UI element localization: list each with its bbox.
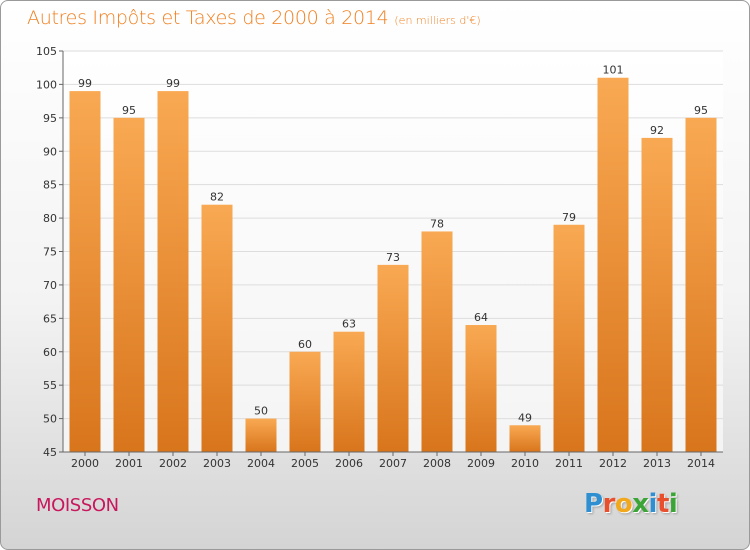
bar-value-label: 95 bbox=[122, 104, 136, 117]
chart-unit: (en milliers d'€) bbox=[394, 14, 481, 27]
bar-value-label: 50 bbox=[254, 405, 268, 418]
bar bbox=[553, 224, 585, 452]
bar-value-label: 49 bbox=[518, 411, 532, 424]
bar bbox=[465, 325, 497, 452]
bar bbox=[421, 231, 453, 452]
y-tick-label: 105 bbox=[36, 45, 57, 58]
x-tick-label: 2003 bbox=[203, 457, 231, 470]
logo-letter: o bbox=[614, 489, 633, 519]
bar bbox=[641, 137, 673, 452]
logo-letter: r bbox=[602, 489, 616, 519]
y-tick-label: 100 bbox=[36, 78, 57, 91]
x-tick-label: 2000 bbox=[71, 457, 99, 470]
x-tick-label: 2010 bbox=[511, 457, 539, 470]
y-tick-label: 65 bbox=[43, 312, 57, 325]
bar-value-label: 99 bbox=[78, 77, 92, 90]
bars: 99 95 99 82 50 60 63 73 78 64 49 79 101 92 95 bbox=[69, 64, 717, 452]
logo-letter: i bbox=[648, 489, 658, 519]
y-tick-label: 70 bbox=[43, 279, 57, 292]
y-tick-label: 95 bbox=[43, 112, 57, 125]
bar bbox=[157, 91, 189, 452]
bar bbox=[113, 117, 145, 452]
x-tick-label: 2002 bbox=[159, 457, 187, 470]
chart-title: Autres Impôts et Taxes de 2000 à 2014 (en… bbox=[27, 7, 481, 29]
bar bbox=[333, 331, 365, 452]
axes: 45 50 55 60 65 70 75 80 85 90 95 100 105 2000 2001 2002… bbox=[36, 45, 723, 470]
logo-letter: t bbox=[656, 489, 669, 519]
chart-title-text: Autres Impôts et Taxes de 2000 à 2014 bbox=[27, 7, 389, 29]
x-tick-label: 2005 bbox=[291, 457, 319, 470]
logo-letter: x bbox=[632, 489, 649, 519]
x-tick-label: 2013 bbox=[643, 457, 671, 470]
x-tick-label: 2011 bbox=[555, 457, 583, 470]
bar-value-label: 99 bbox=[166, 77, 180, 90]
bar-value-label: 79 bbox=[562, 211, 576, 224]
bar bbox=[597, 77, 629, 452]
x-tick-label: 2014 bbox=[687, 457, 715, 470]
bar-value-label: 82 bbox=[210, 191, 224, 204]
bar-value-label: 95 bbox=[694, 104, 708, 117]
y-tick-label: 75 bbox=[43, 246, 57, 259]
y-tick-label: 90 bbox=[43, 145, 57, 158]
bar bbox=[685, 117, 717, 452]
bar bbox=[69, 91, 101, 452]
x-tick-label: 2004 bbox=[247, 457, 275, 470]
bar-value-label: 92 bbox=[650, 124, 664, 137]
bar bbox=[201, 204, 233, 452]
y-tick-label: 45 bbox=[43, 446, 57, 459]
bar-value-label: 63 bbox=[342, 318, 356, 331]
bar-value-label: 78 bbox=[430, 217, 444, 230]
y-tick-label: 50 bbox=[43, 413, 57, 426]
logo-letter: P bbox=[584, 489, 603, 519]
bar-value-label: 64 bbox=[474, 311, 488, 324]
x-tick-label: 2008 bbox=[423, 457, 451, 470]
bar-value-label: 73 bbox=[386, 251, 400, 264]
bar-value-label: 60 bbox=[298, 338, 312, 351]
y-tick-label: 60 bbox=[43, 346, 57, 359]
x-tick-label: 2009 bbox=[467, 457, 495, 470]
x-tick-label: 2006 bbox=[335, 457, 363, 470]
location-name: MOISSON bbox=[36, 495, 119, 516]
bar bbox=[509, 425, 541, 452]
logo-letter: i bbox=[668, 489, 678, 519]
bar bbox=[289, 351, 321, 452]
bar bbox=[377, 264, 409, 452]
y-tick-label: 85 bbox=[43, 179, 57, 192]
x-tick-label: 2001 bbox=[115, 457, 143, 470]
bar bbox=[245, 418, 277, 452]
bar-value-label: 101 bbox=[603, 64, 624, 77]
y-tick-label: 55 bbox=[43, 379, 57, 392]
x-tick-label: 2007 bbox=[379, 457, 407, 470]
proxiti-logo: Proxiti bbox=[584, 489, 678, 519]
x-tick-label: 2012 bbox=[599, 457, 627, 470]
y-tick-label: 80 bbox=[43, 212, 57, 225]
